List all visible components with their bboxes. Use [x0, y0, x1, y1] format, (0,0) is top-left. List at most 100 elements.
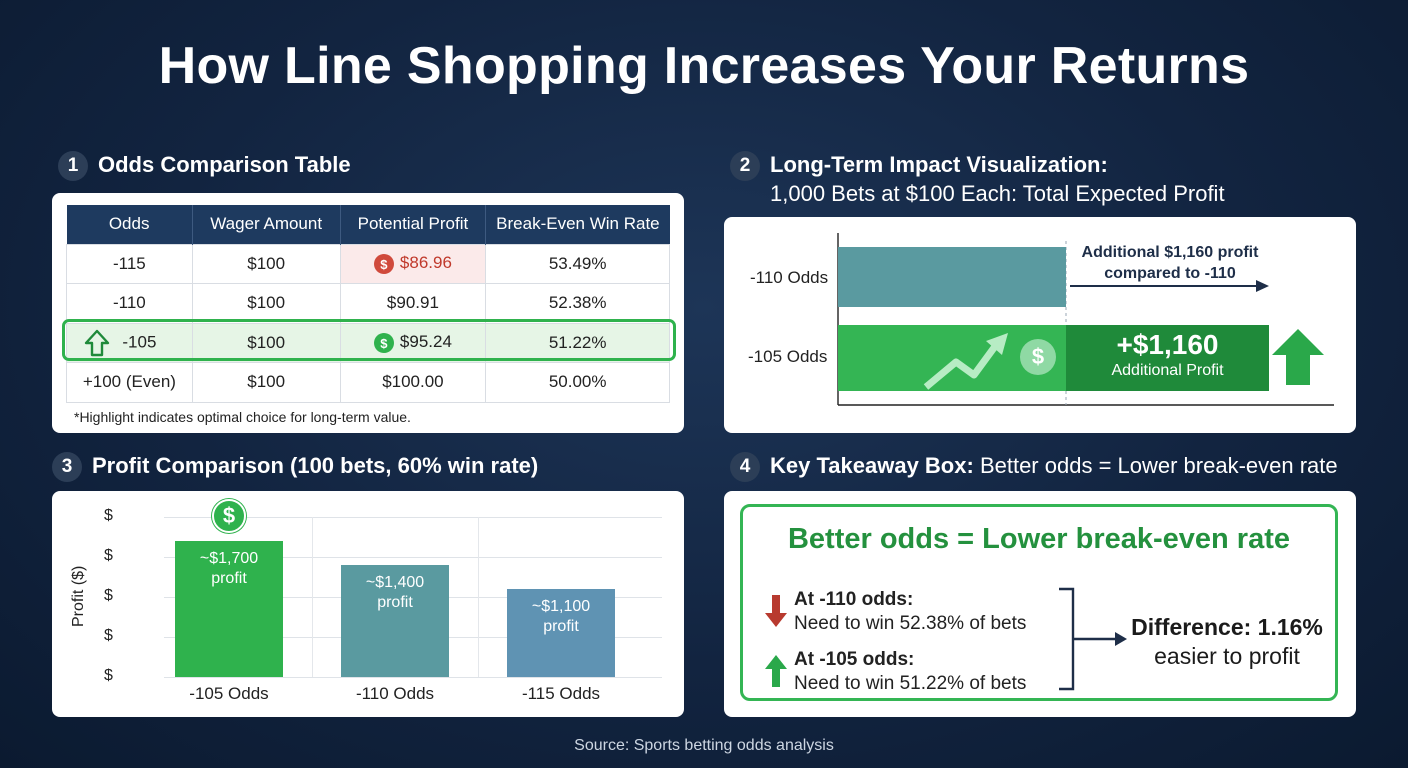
- wager-cell: $100: [191, 322, 341, 363]
- gridline-vertical: [312, 517, 313, 677]
- dollar-glyph: $: [1031, 344, 1045, 369]
- gain-value: +$1,160: [1116, 329, 1219, 360]
- section-number: 1: [58, 151, 88, 181]
- gridline: [164, 517, 662, 518]
- odds-cell: -105: [66, 322, 193, 363]
- section-title: Key Takeaway Box: Better odds = Lower br…: [770, 451, 1338, 481]
- bar-data-label: ~$1,700: [199, 550, 259, 567]
- section-title: Long-Term Impact Visualization:: [770, 152, 1108, 177]
- section-1-header: 1 Odds Comparison Table: [58, 150, 351, 181]
- label-110-odds: -110 Odds: [750, 268, 829, 287]
- column-header: Wager Amount: [192, 205, 341, 244]
- bracket-arrow: [1059, 587, 1127, 691]
- item-text: Need to win 51.22% of bets: [794, 673, 1027, 694]
- arrow-up-icon: [765, 655, 787, 687]
- odds-cell: -115: [66, 243, 193, 284]
- odds-cell: +100 (Even): [66, 362, 193, 403]
- section-3-header: 3 Profit Comparison (100 bets, 60% win r…: [52, 451, 538, 482]
- item-text: Need to win 52.38% of bets: [794, 613, 1027, 634]
- column-header: Odds: [66, 205, 193, 244]
- section-2-header: 2 Long-Term Impact Visualization: 1,000 …: [730, 150, 1225, 208]
- title-light: Better odds = Lower break-even rate: [979, 453, 1338, 478]
- profit-chart-card: $ $ $ $ $ ~$1,700 profit -105 Odds $ ~$1,400 profi…: [52, 491, 684, 717]
- section-subtitle: 1,000 Bets at $100 Each: Total Expected …: [770, 181, 1225, 206]
- rate-cell: 53.49%: [485, 243, 670, 284]
- wager-cell: $100: [191, 243, 341, 284]
- y-tick-label: $: [104, 667, 113, 684]
- odds-table-card: Odds Wager Amount Potential Profit Break…: [52, 193, 684, 433]
- trend-arrowhead: [986, 333, 1008, 355]
- dollar-badge-icon: $: [212, 499, 246, 533]
- takeaway-box: Better odds = Lower break-even rate At -…: [740, 504, 1338, 701]
- item-title: At -105 odds:: [794, 649, 915, 670]
- takeaway-card: Better odds = Lower break-even rate At -…: [724, 491, 1356, 717]
- column-header: Potential Profit: [340, 205, 487, 244]
- section-title: Profit Comparison (100 bets, 60% win rat…: [92, 453, 539, 478]
- annotation-line: Additional $1,160 profit: [1081, 244, 1259, 261]
- x-tick-label: -105 Odds: [189, 684, 269, 703]
- annotation-arrowhead: [1256, 280, 1269, 292]
- takeaway-item-110: At -110 odds: Need to win 52.38% of bets: [794, 588, 1026, 636]
- gain-label: +$1,160 Additional Profit: [1066, 329, 1269, 381]
- source-note: Source: Sports betting odds analysis: [574, 737, 834, 754]
- annotation-line: compared to -110: [1104, 265, 1236, 282]
- bar-data-label: profit: [377, 594, 413, 611]
- wager-cell: $100: [191, 283, 341, 324]
- rate-cell: 51.22%: [485, 322, 670, 363]
- section-number: 4: [730, 452, 760, 482]
- bar-data-label: ~$1,100: [531, 598, 591, 615]
- rate-cell: 52.38%: [485, 283, 670, 324]
- gridline: [164, 557, 662, 558]
- odds-comparison-table: Odds Wager Amount Potential Profit Break…: [66, 205, 670, 403]
- bar-data-label: profit: [543, 618, 579, 635]
- y-tick-label: $: [104, 627, 113, 644]
- section-4-header: 4 Key Takeaway Box: Better odds = Lower …: [730, 451, 1338, 482]
- difference-title: Difference: 1.16%: [1131, 614, 1323, 640]
- dollar-circle-icon: [1020, 339, 1056, 375]
- title-bold: Key Takeaway Box:: [770, 453, 974, 478]
- table-row-highlighted: -105 $100 $ $95.24 51.22%: [66, 322, 670, 363]
- dollar-icon: $: [373, 333, 394, 353]
- profit-cell: $90.91: [339, 283, 487, 324]
- bar-data-label: ~$1,400: [365, 574, 425, 591]
- profit-cell: $ $86.96: [339, 243, 487, 284]
- table-row: -110 $100 $90.91 52.38%: [66, 283, 670, 324]
- takeaway-item-105: At -105 odds: Need to win 51.22% of bets: [794, 648, 1026, 696]
- y-tick-label: $: [104, 507, 113, 524]
- profit-value: $95.24: [399, 332, 452, 352]
- profit-bar-chart: $ $ $ $ $ ~$1,700 profit -105 Odds $ ~$1,400 profi…: [52, 491, 684, 717]
- y-tick-label: $: [104, 587, 113, 604]
- gridline-vertical: [478, 517, 479, 677]
- rate-cell: 50.00%: [485, 362, 670, 403]
- bar-110: [838, 247, 1066, 307]
- profit-cell: $100.00: [339, 362, 487, 403]
- profit-cell: $ $95.24: [339, 322, 487, 363]
- bar-data-label: profit: [211, 570, 247, 587]
- table-row: -115 $100 $ $86.96 53.49%: [66, 243, 670, 284]
- dollar-warning-icon: $: [373, 254, 394, 274]
- gain-caption: Additional Profit: [1111, 362, 1224, 379]
- difference-text: Difference: 1.16% easier to profit: [1127, 613, 1327, 671]
- arrow-down-icon: [765, 595, 787, 627]
- trend-up-icon: [923, 342, 999, 390]
- odds-cell: -110: [66, 283, 193, 324]
- y-axis-label: Profit ($): [70, 565, 87, 627]
- gridline: [164, 677, 662, 678]
- bar--105-odds: ~$1,700 profit: [175, 541, 283, 677]
- column-header: Break-Even Win Rate: [485, 205, 670, 244]
- item-title: At -110 odds:: [794, 589, 914, 610]
- arrow-up-outline-icon: [85, 329, 110, 356]
- label-105-odds: -105 Odds: [748, 347, 828, 366]
- x-tick-label: -110 Odds: [355, 684, 435, 703]
- odds-value: -105: [122, 332, 157, 352]
- bar--115-odds: ~$1,100 profit: [507, 589, 615, 677]
- x-tick-label: -115 Odds: [521, 684, 601, 703]
- y-tick-label: $: [104, 547, 113, 564]
- impact-chart: [837, 233, 1334, 406]
- gain-bar: [1066, 325, 1269, 391]
- table-row: +100 (Even) $100 $100.00 50.00%: [66, 362, 670, 403]
- page-title: How Line Shopping Increases Your Returns: [158, 37, 1250, 95]
- section-number: 3: [52, 452, 82, 482]
- wager-cell: $100: [191, 362, 341, 403]
- section-number: 2: [730, 151, 760, 181]
